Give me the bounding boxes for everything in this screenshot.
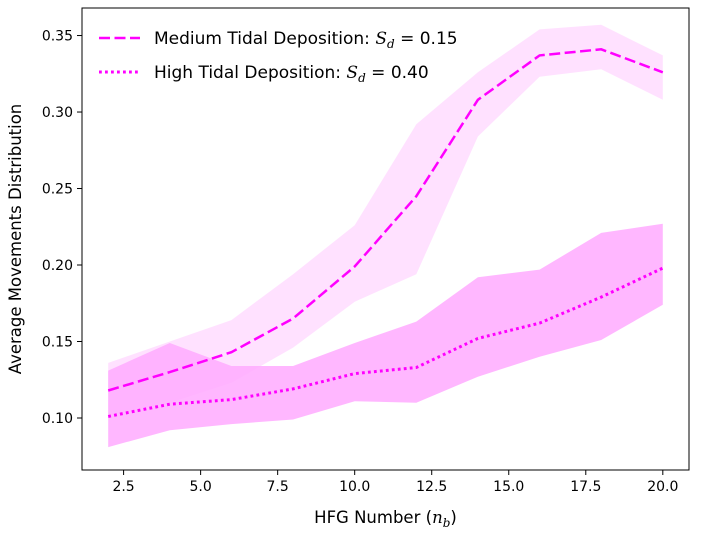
legend-label-value: = 0.15 — [395, 29, 458, 49]
x-axis-label-text: HFG Number — [314, 508, 420, 527]
legend-label-text: Medium Tidal Deposition: — [154, 29, 375, 49]
y-axis-ticks: 0.10 0.15 0.20 0.25 0.30 0.35 — [42, 29, 82, 427]
y-tick-label: 0.30 — [42, 105, 73, 121]
y-tick-label: 0.35 — [42, 29, 73, 45]
y-tick-label: 0.25 — [42, 182, 73, 198]
x-tick-label: 5.0 — [189, 479, 211, 495]
confidence-bands — [108, 24, 663, 448]
x-tick-label: 2.5 — [112, 479, 134, 495]
confidence-band-2 — [108, 223, 663, 448]
legend-label-math: S — [375, 29, 387, 49]
series-line-1 — [107, 48, 664, 392]
x-tick-label: 12.5 — [416, 479, 447, 495]
plot-frame — [81, 7, 690, 471]
x-tick-label: 10.0 — [339, 479, 370, 495]
legend-label-text: High Tidal Deposition: — [154, 63, 346, 83]
legend-label-1: Medium Tidal Deposition: Sd = 0.15 — [154, 29, 458, 51]
y-tick-label: 0.15 — [42, 334, 73, 350]
legend: Medium Tidal Deposition: Sd = 0.15 High T… — [99, 29, 458, 85]
y-tick-label: 0.20 — [42, 258, 73, 274]
legend-label-math: S — [346, 63, 358, 83]
confidence-band-1 — [108, 24, 663, 415]
y-tick-label: 0.10 — [42, 411, 73, 427]
x-tick-label: 20.0 — [647, 479, 678, 495]
x-axis-ticks: 2.5 5.0 7.5 10.0 12.5 15.0 17.5 20.0 — [112, 470, 678, 495]
x-tick-label: 17.5 — [570, 479, 601, 495]
x-tick-label: 15.0 — [493, 479, 524, 495]
x-axis-label-symbol: n — [432, 508, 443, 527]
series-lines — [107, 48, 664, 418]
y-axis-label: Average Movements Distribution — [6, 104, 25, 375]
legend-label-subscript: d — [358, 71, 366, 85]
x-axis-label: HFG Number (nb) — [314, 508, 457, 530]
x-tick-label: 7.5 — [267, 479, 289, 495]
legend-label-value: = 0.40 — [366, 63, 429, 83]
x-axis-label-subscript: b — [443, 516, 451, 530]
legend-label-subscript: d — [387, 37, 395, 51]
legend-label-2: High Tidal Deposition: Sd = 0.40 — [154, 63, 429, 85]
